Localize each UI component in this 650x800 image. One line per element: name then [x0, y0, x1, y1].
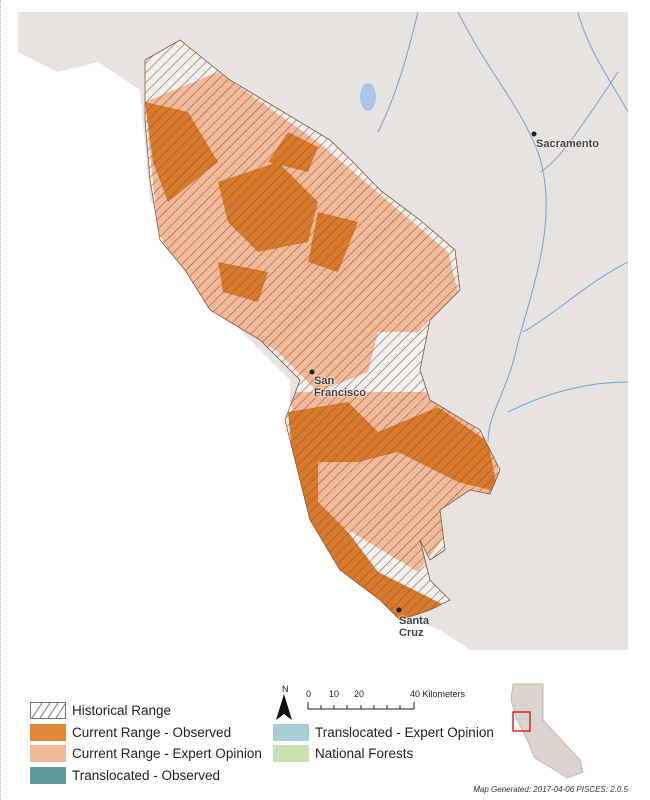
legend-label: Current Range - Observed	[72, 725, 232, 740]
legend-item-national-forests: National Forests	[273, 745, 413, 762]
scale-tick-label: 40 Kilometers	[410, 689, 466, 699]
legend-label: Historical Range	[72, 703, 172, 718]
city-label-line: San	[314, 375, 335, 387]
inset-extent-box	[512, 711, 531, 732]
california-inset-map	[510, 683, 584, 779]
color-swatch	[273, 724, 309, 741]
city-label-sacramento: Sacramento	[536, 138, 599, 150]
legend-item-current-expert: Current Range - Expert Opinion	[30, 745, 262, 762]
color-swatch	[30, 724, 66, 741]
color-swatch	[30, 767, 66, 784]
legend-label: Translocated - Expert Opinion	[315, 725, 494, 740]
legend-label: Translocated - Observed	[72, 768, 221, 783]
city-label-line: Santa	[399, 615, 429, 627]
legend-item-current-observed: Current Range - Observed	[30, 724, 231, 741]
city-label-san-francisco: San Francisco	[314, 375, 366, 399]
legend-item-translocated-expert: Translocated - Expert Opinion	[273, 724, 494, 741]
hatch-swatch	[30, 702, 66, 719]
range-map[interactable]	[18, 12, 628, 650]
city-label-line: Francisco	[314, 387, 366, 399]
city-label-santa-cruz: Santa Cruz	[399, 615, 429, 639]
north-arrow-icon	[276, 694, 292, 720]
map-footer: Map Generated: 2017-04-06 PISCES: 2.0.5	[473, 785, 628, 794]
legend-label: National Forests	[315, 746, 414, 761]
rivers	[377, 12, 628, 443]
scale-bar-line	[307, 702, 415, 710]
legend-label: Current Range - Expert Opinion	[72, 746, 262, 761]
legend-item-historical-range: Historical Range	[30, 702, 171, 719]
color-swatch	[30, 745, 66, 762]
legend-item-translocated-observed: Translocated - Observed	[30, 767, 220, 784]
color-swatch	[273, 745, 309, 762]
sacramento-marker	[531, 131, 537, 137]
city-label-line: Cruz	[399, 627, 424, 639]
scale-tick-label: 10	[329, 689, 340, 699]
san-francisco-marker	[309, 369, 315, 375]
scale-tick-label: 0	[306, 689, 312, 699]
north-label: N	[282, 684, 289, 694]
lake	[360, 83, 376, 111]
scale-tick-label: 20	[354, 689, 365, 699]
ocean	[18, 52, 470, 650]
santa-cruz-marker	[396, 607, 402, 613]
